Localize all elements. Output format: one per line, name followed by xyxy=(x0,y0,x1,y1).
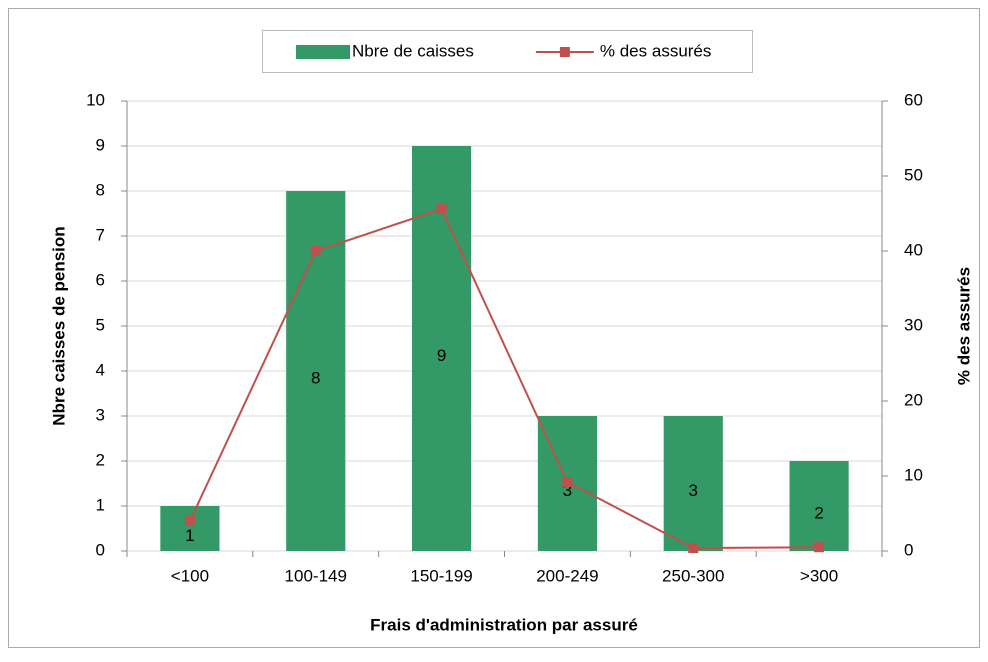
x-tick-label: <100 xyxy=(171,566,209,585)
legend-label: Nbre de caisses xyxy=(352,41,474,60)
data-label: 3 xyxy=(563,481,572,500)
data-label: 2 xyxy=(814,503,823,522)
y2-tick-label: 30 xyxy=(904,315,923,334)
y2-tick-label: 40 xyxy=(904,240,923,259)
bar xyxy=(160,506,220,551)
line-marker xyxy=(436,204,447,214)
y2-tick-label: 20 xyxy=(904,390,923,409)
line-marker xyxy=(688,543,699,553)
y-tick-label: 10 xyxy=(86,90,105,109)
data-label: 1 xyxy=(185,526,194,545)
legend-label: % des assurés xyxy=(600,41,712,60)
y-tick-label: 8 xyxy=(96,180,105,199)
y2-tick-label: 60 xyxy=(904,90,923,109)
legend-swatch xyxy=(296,45,350,59)
y2-tick-label: 10 xyxy=(904,465,923,484)
x-tick-label: >300 xyxy=(800,566,838,585)
y-tick-label: 6 xyxy=(96,270,105,289)
data-label: 8 xyxy=(311,368,320,387)
line-marker xyxy=(310,246,321,256)
y-tick-label: 9 xyxy=(96,135,105,154)
data-label: 3 xyxy=(689,481,698,500)
y-tick-label: 3 xyxy=(96,405,105,424)
legend-swatch-marker xyxy=(559,47,570,57)
y2-tick-label: 50 xyxy=(904,165,923,184)
x-tick-label: 250-300 xyxy=(662,566,724,585)
y-tick-label: 2 xyxy=(96,450,105,469)
x-tick-label: 100-149 xyxy=(285,566,347,585)
y-tick-label: 4 xyxy=(96,360,105,379)
y-tick-label: 7 xyxy=(96,225,105,244)
line-marker xyxy=(562,477,573,487)
line-marker xyxy=(184,516,195,526)
y-axis-title: Nbre caisses de pension xyxy=(49,226,68,425)
x-tick-label: 150-199 xyxy=(410,566,472,585)
y-tick-label: 5 xyxy=(96,315,105,334)
data-label: 9 xyxy=(437,346,446,365)
bar xyxy=(789,461,849,551)
y2-tick-label: 0 xyxy=(904,540,913,559)
y2-axis-title: % des assurés xyxy=(954,267,973,385)
chart-border xyxy=(8,8,980,648)
line xyxy=(189,207,820,550)
y-tick-label: 1 xyxy=(96,495,105,514)
line-marker xyxy=(814,542,825,553)
bar xyxy=(663,416,723,551)
x-tick-label: 200-249 xyxy=(536,566,598,585)
y-tick-label: 0 xyxy=(96,540,105,559)
x-axis-title: Frais d'administration par assuré xyxy=(370,615,638,634)
